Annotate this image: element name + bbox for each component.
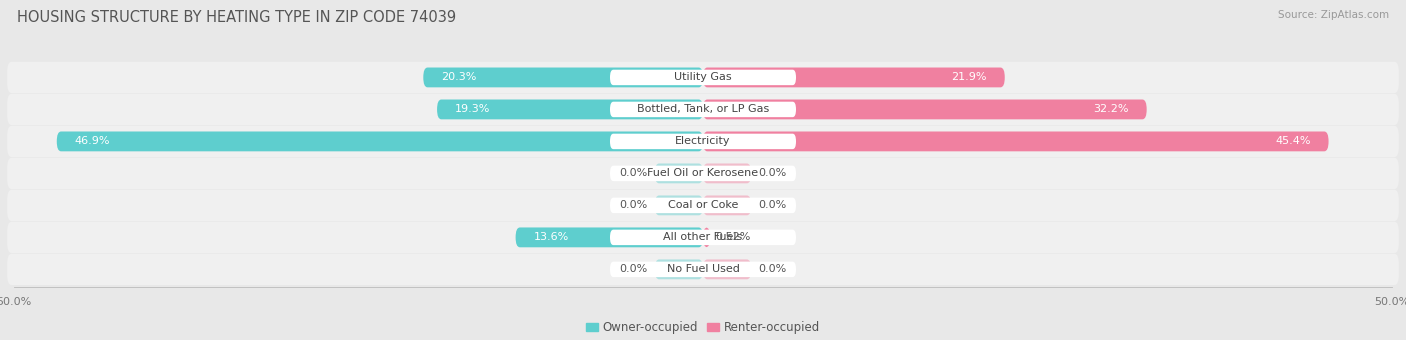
FancyBboxPatch shape [703, 195, 751, 215]
FancyBboxPatch shape [56, 132, 703, 151]
Text: 0.0%: 0.0% [758, 265, 786, 274]
Text: 0.0%: 0.0% [620, 265, 648, 274]
Text: 0.52%: 0.52% [716, 232, 751, 242]
Text: 21.9%: 21.9% [952, 72, 987, 82]
FancyBboxPatch shape [7, 222, 1399, 253]
FancyBboxPatch shape [610, 262, 796, 277]
Text: 20.3%: 20.3% [441, 72, 477, 82]
Text: All other Fuels: All other Fuels [664, 232, 742, 242]
FancyBboxPatch shape [437, 100, 703, 119]
Text: 0.0%: 0.0% [758, 168, 786, 179]
FancyBboxPatch shape [655, 164, 703, 183]
Text: Source: ZipAtlas.com: Source: ZipAtlas.com [1278, 10, 1389, 20]
FancyBboxPatch shape [7, 158, 1399, 189]
FancyBboxPatch shape [7, 94, 1399, 125]
Text: Fuel Oil or Kerosene: Fuel Oil or Kerosene [647, 168, 759, 179]
FancyBboxPatch shape [7, 190, 1399, 221]
FancyBboxPatch shape [423, 68, 703, 87]
FancyBboxPatch shape [703, 68, 1005, 87]
Text: Utility Gas: Utility Gas [675, 72, 731, 82]
FancyBboxPatch shape [610, 166, 796, 181]
FancyBboxPatch shape [703, 164, 751, 183]
FancyBboxPatch shape [703, 132, 1329, 151]
Text: 0.0%: 0.0% [620, 168, 648, 179]
Text: 19.3%: 19.3% [456, 104, 491, 115]
Text: Coal or Coke: Coal or Coke [668, 200, 738, 210]
FancyBboxPatch shape [610, 70, 796, 85]
FancyBboxPatch shape [703, 227, 710, 247]
FancyBboxPatch shape [516, 227, 703, 247]
Text: No Fuel Used: No Fuel Used [666, 265, 740, 274]
Text: Electricity: Electricity [675, 136, 731, 147]
FancyBboxPatch shape [610, 230, 796, 245]
Text: 45.4%: 45.4% [1275, 136, 1310, 147]
Text: HOUSING STRUCTURE BY HEATING TYPE IN ZIP CODE 74039: HOUSING STRUCTURE BY HEATING TYPE IN ZIP… [17, 10, 456, 25]
FancyBboxPatch shape [7, 62, 1399, 93]
FancyBboxPatch shape [703, 259, 751, 279]
Legend: Owner-occupied, Renter-occupied: Owner-occupied, Renter-occupied [581, 317, 825, 339]
FancyBboxPatch shape [7, 254, 1399, 285]
Text: 13.6%: 13.6% [533, 232, 569, 242]
FancyBboxPatch shape [610, 134, 796, 149]
FancyBboxPatch shape [655, 259, 703, 279]
Text: 32.2%: 32.2% [1094, 104, 1129, 115]
FancyBboxPatch shape [655, 195, 703, 215]
Text: 0.0%: 0.0% [620, 200, 648, 210]
Text: Bottled, Tank, or LP Gas: Bottled, Tank, or LP Gas [637, 104, 769, 115]
Text: 46.9%: 46.9% [75, 136, 110, 147]
FancyBboxPatch shape [7, 126, 1399, 157]
Text: 0.0%: 0.0% [758, 200, 786, 210]
FancyBboxPatch shape [703, 100, 1147, 119]
FancyBboxPatch shape [610, 102, 796, 117]
FancyBboxPatch shape [610, 198, 796, 213]
